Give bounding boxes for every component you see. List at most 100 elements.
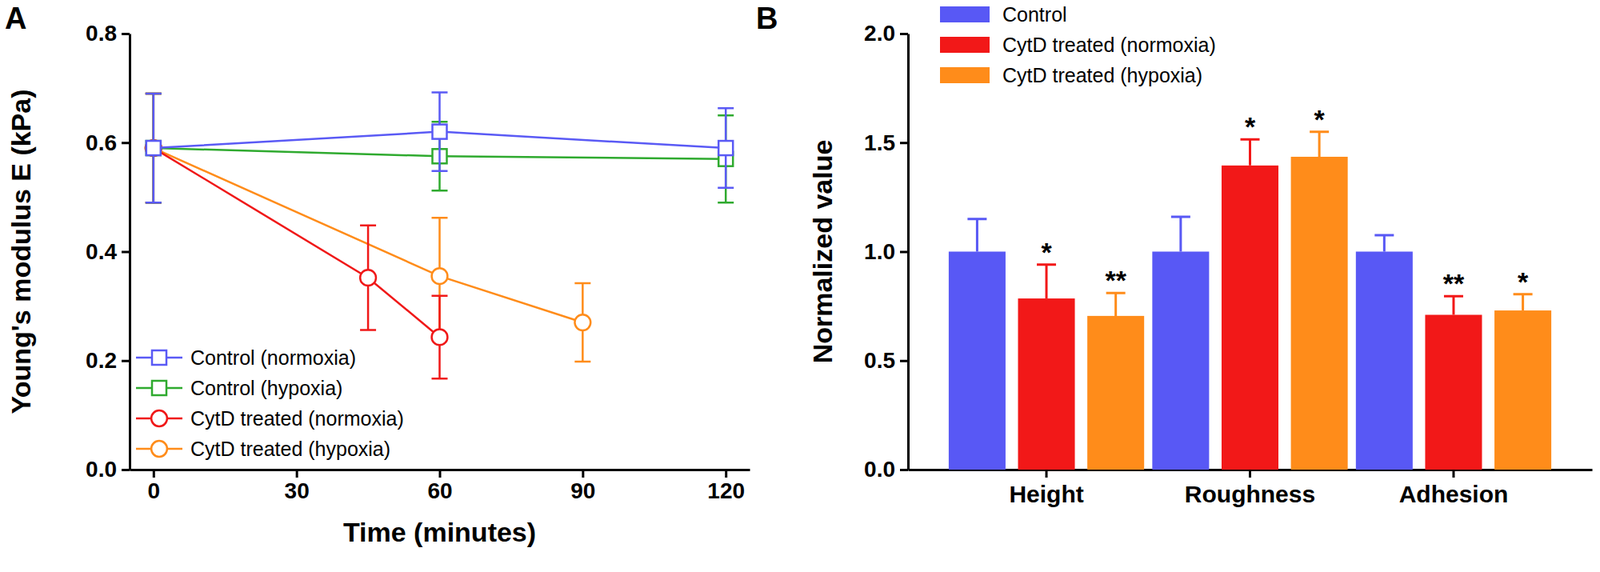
y-axis-title: Normalized value: [807, 140, 838, 364]
x-tick-label: Roughness: [1184, 480, 1316, 508]
error-bar: [1513, 294, 1533, 311]
y-tick: 2.0: [864, 20, 908, 46]
significance-marker: *: [1517, 266, 1529, 297]
point-marker: [432, 268, 448, 284]
error-bar: [145, 93, 162, 203]
error-bar: [1036, 264, 1056, 299]
y-tick-label: 1.5: [864, 130, 896, 156]
x-axis: 0306090120: [130, 469, 751, 504]
y-tick-label: 2.0: [864, 20, 896, 46]
y-tick-label: 0.6: [85, 130, 117, 156]
y-tick-label: 0.2: [85, 348, 117, 373]
legend-marker: [151, 440, 168, 457]
legend-item: Control (hypoxia): [136, 376, 343, 400]
y-tick-label: 0.0: [864, 456, 896, 482]
legend-label: Control: [1002, 3, 1068, 26]
bar: [1221, 165, 1279, 470]
significance-marker: *: [1314, 104, 1326, 135]
point-marker: [432, 124, 448, 140]
bar: [1291, 156, 1348, 470]
y-tick-mark: [121, 141, 130, 144]
x-tick: Adhesion: [1399, 469, 1509, 508]
error-bar: [1240, 139, 1260, 166]
point-marker: [145, 140, 162, 156]
point-marker: [360, 269, 376, 286]
legend-swatch: [940, 67, 990, 84]
error-bar: [432, 296, 448, 380]
legend-marker: [152, 350, 167, 365]
x-tick-mark: [1045, 469, 1048, 478]
legend-label: CytD treated (normoxia): [1002, 33, 1216, 56]
point-marker: [574, 314, 591, 331]
error-bar: [360, 225, 376, 331]
series: [1018, 139, 1483, 470]
point-marker: [432, 329, 448, 346]
error-bar: [145, 93, 162, 203]
x-tick: 120: [707, 469, 745, 504]
legend-item: Control: [940, 3, 1068, 26]
y-tick-mark: [900, 32, 908, 36]
x-tick-label: 60: [427, 478, 452, 504]
y-tick-mark: [900, 360, 908, 363]
y-tick-mark: [121, 360, 130, 363]
legend-label: CytD treated (hypoxia): [1002, 64, 1203, 87]
y-tick: 0.2: [85, 348, 130, 373]
significance-marker: **: [1104, 264, 1127, 296]
x-tick-label: 120: [707, 478, 745, 504]
y-tick-mark: [121, 32, 130, 36]
error-bar: [1374, 235, 1394, 252]
legend-swatch: [940, 36, 990, 53]
x-tick-label: 90: [570, 478, 596, 504]
legend: Control (normoxia) Control (hypoxia) CytD …: [136, 346, 404, 460]
bar: [1152, 252, 1209, 471]
x-tick: Height: [1008, 469, 1084, 508]
y-tick: 0.0: [85, 456, 130, 482]
significance-marker: *: [1040, 236, 1052, 268]
x-tick: 30: [284, 469, 310, 504]
legend-marker: [152, 380, 167, 396]
panel-title: A: [4, 1, 27, 36]
error-bar: [1309, 132, 1329, 157]
y-tick: 0.4: [85, 239, 130, 264]
point-marker: [146, 140, 161, 156]
x-tick-mark: [1248, 469, 1252, 478]
significance-marker: *: [1244, 111, 1256, 142]
y-tick-mark: [900, 251, 908, 254]
y-tick-mark: [900, 141, 908, 144]
x-tick-label: Adhesion: [1399, 480, 1509, 508]
x-tick-mark: [152, 469, 156, 478]
legend-label: Control (normoxia): [190, 346, 356, 369]
y-tick-label: 0.0: [85, 456, 117, 482]
y-axis: 0.00.51.01.52.0: [864, 20, 908, 482]
significance-marker: **: [1443, 268, 1465, 299]
y-axis-title: Young's modulus E (kPa): [5, 88, 36, 414]
plot-area: [145, 92, 734, 380]
x-tick: 90: [570, 469, 596, 504]
legend-label: CytD treated (normoxia): [190, 407, 404, 430]
x-tick-mark: [296, 469, 299, 478]
y-tick: 0.8: [85, 20, 130, 46]
error-bar: [432, 92, 448, 172]
annotations: ********: [1040, 104, 1529, 300]
plot-area: [948, 132, 1552, 470]
x-tick-mark: [581, 469, 584, 478]
legend-label: CytD treated (hypoxia): [190, 437, 391, 460]
error-bar: [1106, 292, 1126, 316]
error-bar: [717, 108, 734, 188]
error-bar: [1171, 216, 1191, 252]
series: [145, 93, 592, 362]
legend-marker: [151, 410, 168, 427]
point-marker: [146, 140, 161, 156]
y-tick: 0.0: [864, 456, 908, 482]
bar: [1018, 298, 1076, 470]
figure: 03060901200.00.20.40.60.8Time (minutes)Y…: [0, 0, 1600, 572]
legend-item: CytD treated (hypoxia): [940, 64, 1203, 87]
panel-title: B: [756, 1, 778, 36]
point-marker: [718, 140, 733, 156]
error-bar: [145, 93, 162, 203]
legend-item: CytD treated (normoxia): [136, 407, 404, 430]
y-tick-label: 1.0: [864, 239, 896, 264]
x-tick: Roughness: [1184, 469, 1316, 508]
error-bar: [1444, 296, 1464, 315]
x-axis: Height Roughness Adhesion: [908, 469, 1593, 508]
